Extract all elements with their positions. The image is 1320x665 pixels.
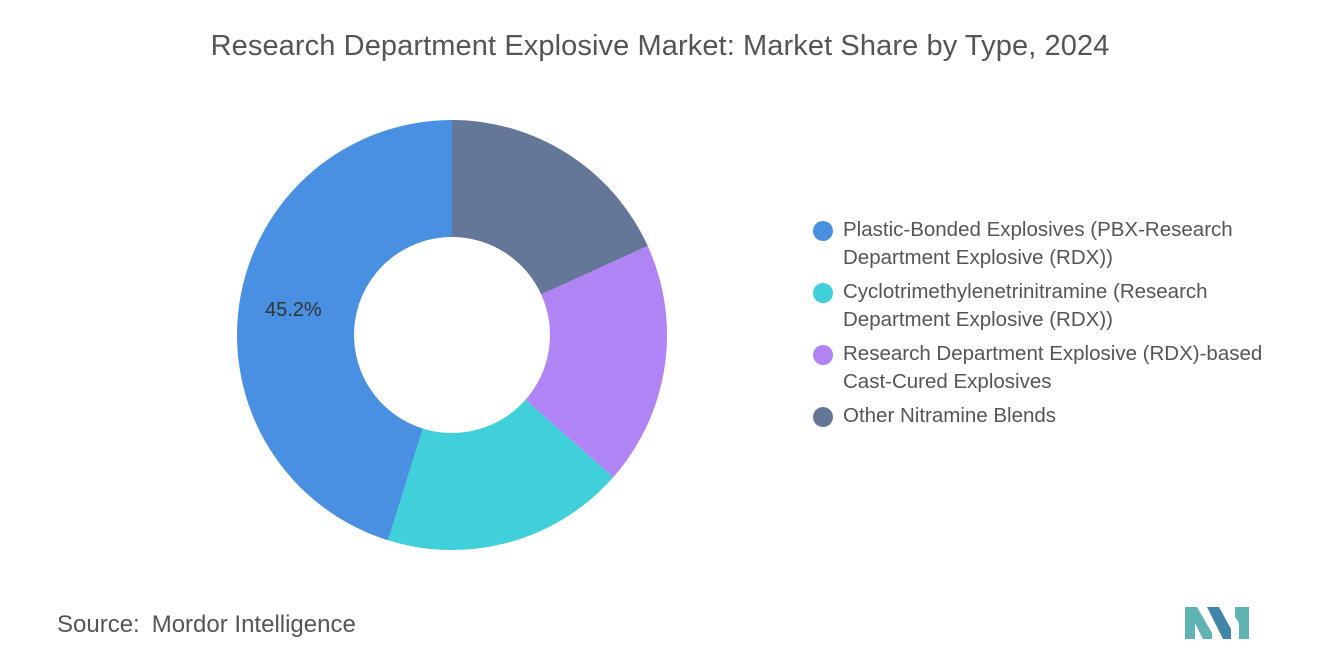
legend-swatch — [813, 407, 833, 427]
data-label: 45.2% — [265, 299, 322, 321]
legend-item[interactable]: Other Nitramine Blends — [813, 402, 1313, 430]
donut-slice — [452, 120, 648, 295]
donut-slices — [237, 120, 667, 550]
source-credit: Source: Mordor Intelligence — [57, 611, 356, 639]
logo-shape-left — [1185, 607, 1212, 639]
legend-item[interactable]: Cyclotrimethylenetrinitramine (Research … — [813, 278, 1313, 334]
donut-data-labels: 45.2% — [265, 299, 322, 321]
legend-label: Other Nitramine Blends — [843, 404, 1057, 427]
mordor-intelligence-logo — [1185, 607, 1249, 639]
legend-swatch — [813, 283, 833, 303]
donut-slice — [525, 245, 667, 478]
legend-swatch — [813, 345, 833, 365]
legend-label: Cyclotrimethylenetrinitramine (Research … — [843, 280, 1208, 331]
legend-label: Research Department Explosive (RDX)-base… — [843, 342, 1263, 393]
legend-item[interactable]: Plastic-Bonded Explosives (PBX-Research … — [813, 216, 1313, 272]
chart-legend: Plastic-Bonded Explosives (PBX-Research … — [813, 216, 1313, 436]
chart-title: Research Department Explosive Market: Ma… — [210, 30, 1110, 62]
source-label: Source: — [57, 611, 140, 638]
legend-item[interactable]: Research Department Explosive (RDX)-base… — [813, 340, 1313, 396]
logo-shape-middle — [1207, 607, 1231, 639]
legend-label: Plastic-Bonded Explosives (PBX-Research … — [843, 218, 1233, 269]
donut-slice — [237, 120, 452, 541]
source-value: Mordor Intelligence — [151, 611, 356, 638]
donut-slice — [388, 399, 614, 550]
logo-shape-right — [1235, 607, 1249, 639]
legend-swatch — [813, 221, 833, 241]
